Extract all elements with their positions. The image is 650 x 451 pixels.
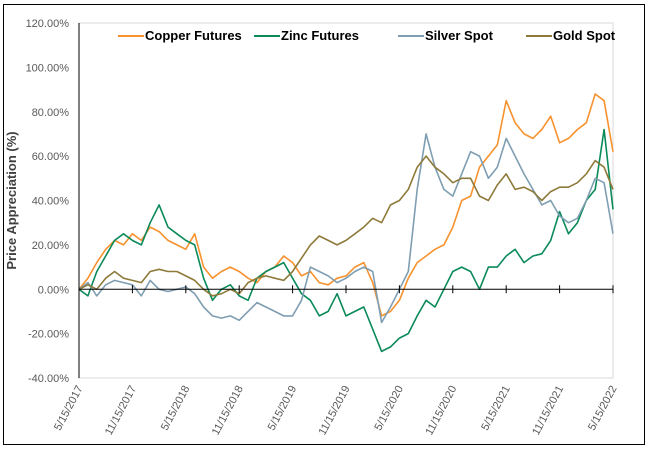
chart-frame [3,4,645,445]
x-tick-label: 5/15/2021 [479,384,513,433]
legend-label: Copper Futures [145,28,242,43]
legend-label: Gold Spot [553,28,616,43]
series-line-copper-futures [78,93,614,317]
plot-area [78,22,614,379]
y-tick-label: 100.00% [26,62,70,74]
y-tick-label: 60.00% [32,151,70,163]
y-axis-title: Price Appreciation (%) [4,131,19,269]
series-line-gold-spot [78,155,614,297]
x-tick-label: 5/15/2017 [52,384,86,433]
x-tick-label: 11/15/2018 [210,384,246,438]
y-tick-label: -20.00% [28,329,69,341]
x-tick-label: 5/15/2019 [266,384,300,433]
x-tick-label: 5/15/2020 [372,384,406,433]
y-tick-label: 80.00% [32,107,70,119]
legend-label: Zinc Futures [281,28,359,43]
x-tick-label: 11/15/2020 [423,384,459,438]
legend-label: Silver Spot [425,28,494,43]
x-tick-label: 11/15/2021 [530,384,566,438]
x-tick-label: 11/15/2019 [317,384,353,438]
x-tick-label: 5/15/2018 [159,384,193,433]
y-tick-label: 20.00% [32,240,70,252]
x-tick-label: 11/15/2017 [103,384,139,438]
y-tick-label: 0.00% [38,284,69,296]
y-tick-label: 40.00% [32,196,70,208]
series-line-silver-spot [78,133,614,324]
y-tick-label: 120.00% [26,18,70,30]
series-line-zinc-futures [78,128,614,353]
x-tick-label: 5/15/2022 [586,384,620,433]
y-tick-label: -40.00% [28,373,69,385]
